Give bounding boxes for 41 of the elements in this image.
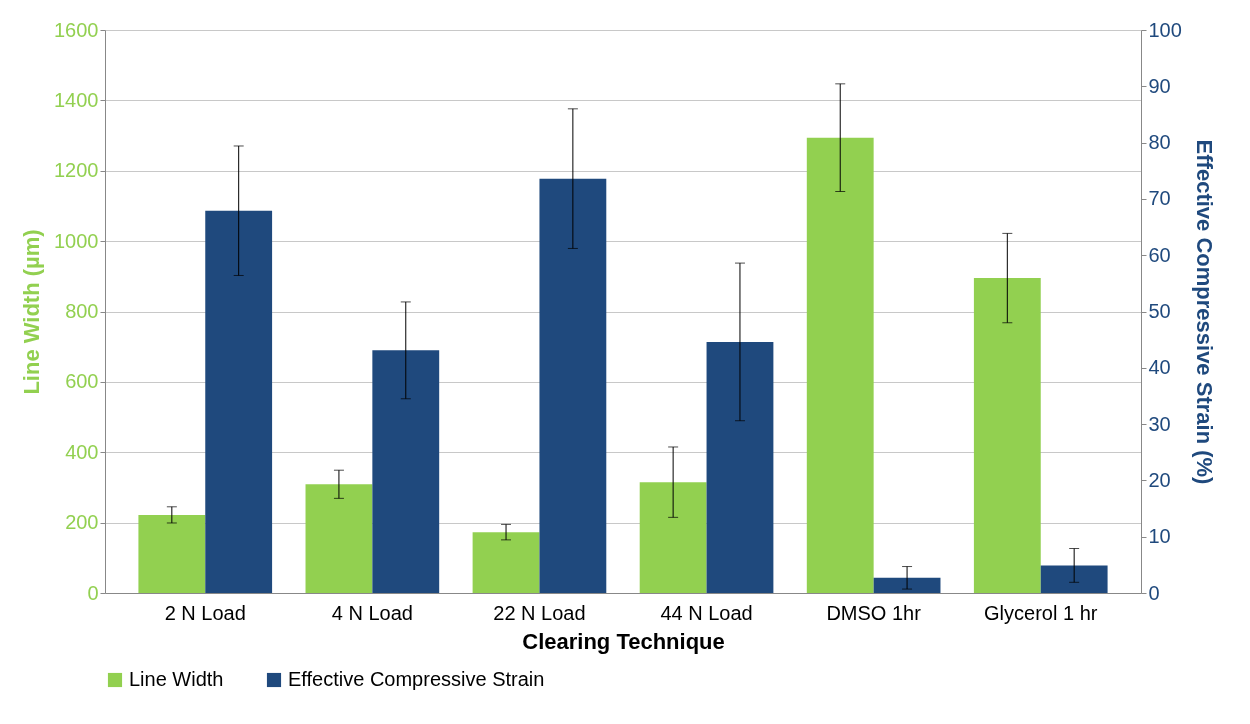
y2-tick-label: 80 bbox=[1148, 131, 1171, 154]
x-axis-title: Clearing Technique bbox=[522, 628, 725, 654]
y-tick-label: 200 bbox=[65, 511, 99, 534]
y2-axis-title: Effective Compressive Strain (%) bbox=[1191, 139, 1217, 485]
y2-tick-label: 0 bbox=[1148, 581, 1160, 604]
y-tick-label: 1400 bbox=[54, 88, 99, 111]
bar bbox=[873, 577, 941, 593]
y2-tick-label: 100 bbox=[1148, 18, 1182, 41]
y2-tick-label: 20 bbox=[1148, 468, 1171, 491]
legend-label: Effective Compressive Strain bbox=[288, 668, 545, 690]
x-tick-label: DMSO 1hr bbox=[826, 601, 922, 624]
bar bbox=[539, 178, 607, 593]
y2-tick-label: 30 bbox=[1148, 412, 1171, 435]
y-tick-label: 600 bbox=[65, 370, 99, 393]
x-tick-label: 44 N Load bbox=[660, 601, 753, 624]
y-tick-label: 1200 bbox=[54, 159, 99, 182]
y-axis-title: Line Width (µm) bbox=[19, 229, 45, 395]
y-tick-label: 1600 bbox=[54, 18, 99, 41]
x-tick-label: 2 N Load bbox=[164, 601, 246, 624]
bar bbox=[706, 341, 774, 593]
y-tick-label: 1000 bbox=[54, 229, 99, 252]
y-tick-label: 800 bbox=[65, 300, 99, 322]
legend-label: Line Width bbox=[129, 668, 224, 690]
x-tick-label: Glycerol 1 hr bbox=[984, 601, 1098, 624]
x-tick-label: 4 N Load bbox=[331, 601, 413, 624]
bar bbox=[472, 532, 540, 593]
y2-tick-label: 60 bbox=[1148, 243, 1171, 266]
bar bbox=[205, 210, 273, 593]
y2-tick-label: 90 bbox=[1148, 74, 1171, 97]
bar bbox=[806, 137, 874, 593]
y-tick-label: 400 bbox=[65, 440, 99, 463]
bar bbox=[138, 514, 206, 593]
bar bbox=[372, 350, 440, 593]
x-tick-label: 22 N Load bbox=[493, 601, 586, 624]
y2-tick-label: 50 bbox=[1148, 300, 1171, 322]
bar bbox=[1040, 565, 1108, 593]
y2-tick-label: 10 bbox=[1148, 525, 1171, 548]
bar bbox=[973, 278, 1041, 593]
y-tick-label: 0 bbox=[87, 581, 99, 604]
y2-tick-label: 70 bbox=[1148, 187, 1171, 210]
y2-tick-label: 40 bbox=[1148, 356, 1171, 379]
